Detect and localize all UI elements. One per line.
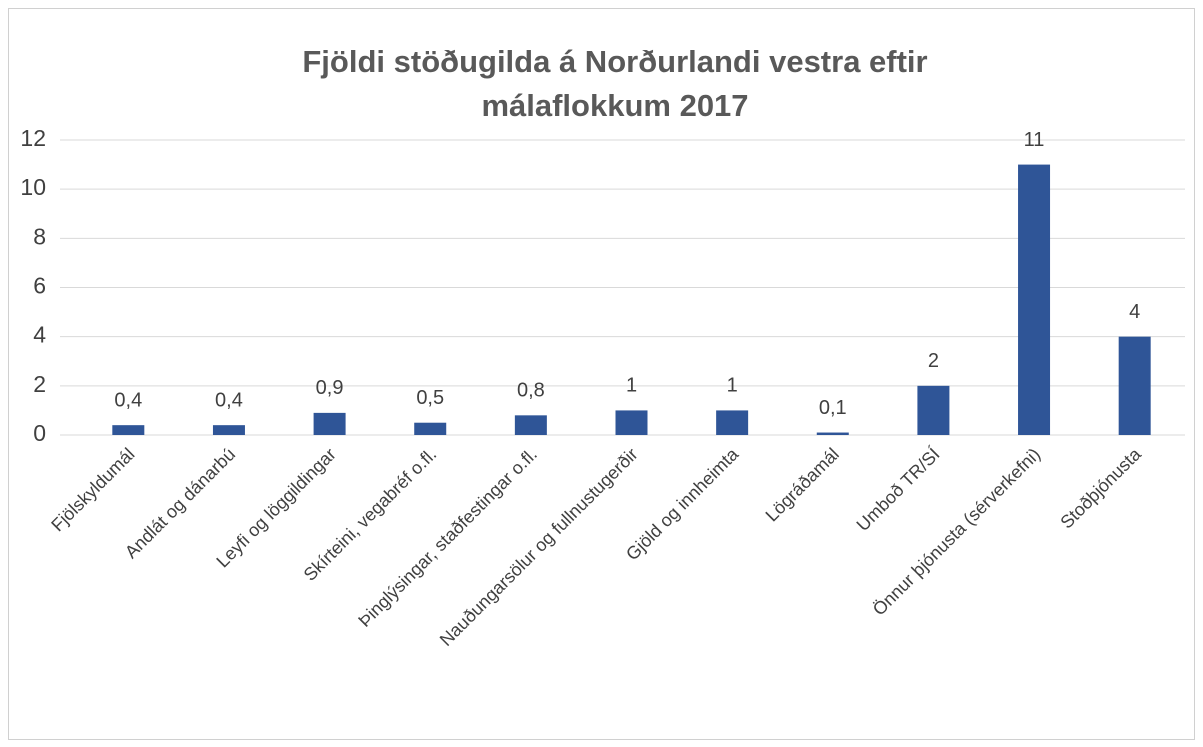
bar [917, 385, 950, 435]
bar [414, 422, 447, 435]
data-label: 4 [1129, 301, 1140, 323]
y-tick-label: 4 [33, 322, 46, 348]
y-tick-label: 0 [33, 420, 46, 446]
data-label: 2 [928, 350, 939, 372]
data-label: 0,4 [215, 389, 243, 411]
data-label: 0,8 [517, 380, 545, 402]
chart-border [8, 8, 1195, 740]
y-tick-label: 2 [33, 371, 46, 397]
bar [514, 415, 547, 435]
bar [615, 410, 648, 435]
bar [1018, 164, 1051, 436]
bar [816, 432, 849, 435]
bar [313, 412, 346, 435]
y-tick-label: 8 [33, 223, 46, 249]
bar [716, 410, 749, 435]
data-label: 11 [1024, 129, 1045, 151]
data-label: 0,9 [316, 377, 344, 399]
bar [1118, 336, 1151, 435]
data-label: 1 [727, 375, 738, 397]
data-label: 0,1 [819, 397, 847, 419]
bar [212, 425, 245, 435]
y-tick-label: 10 [20, 174, 46, 200]
data-label: 0,5 [416, 387, 444, 409]
data-label: 0,4 [114, 389, 142, 411]
bar [112, 425, 145, 435]
y-tick-label: 12 [20, 125, 46, 151]
data-label: 1 [626, 375, 637, 397]
y-tick-label: 6 [33, 273, 46, 299]
chart-title: Fjöldi stöðugilda á Norðurlandi vestra e… [302, 44, 928, 123]
